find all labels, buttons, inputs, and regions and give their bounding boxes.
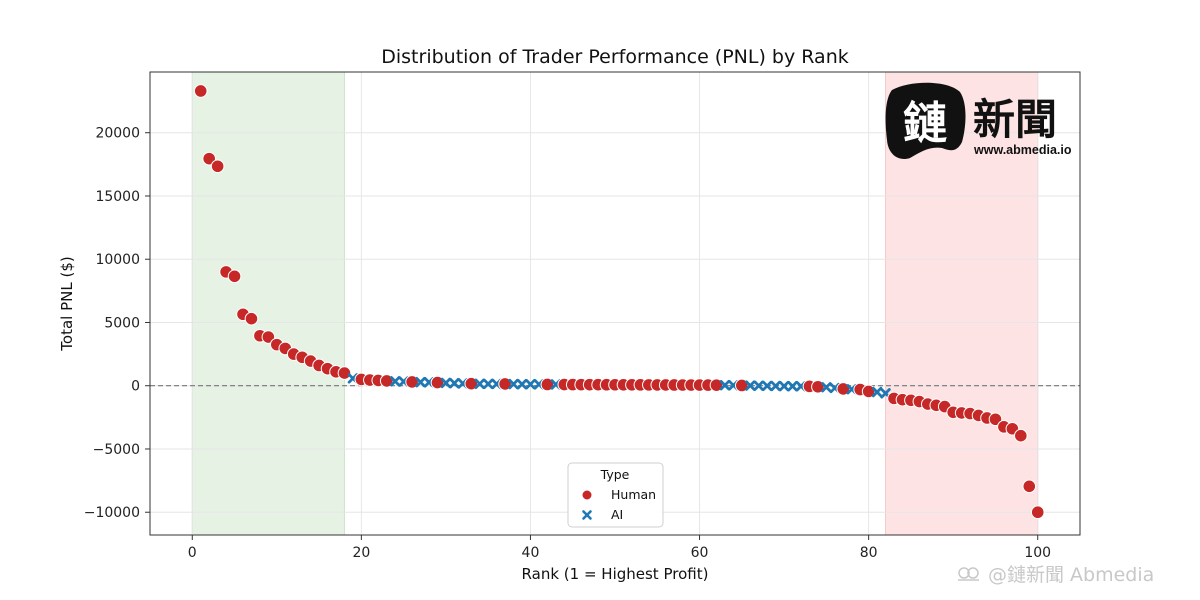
legend: Type Human AI bbox=[567, 462, 664, 528]
logo-blob bbox=[885, 82, 966, 160]
legend-ai-marker bbox=[582, 510, 592, 520]
ai-point bbox=[787, 380, 798, 392]
ai-point bbox=[821, 382, 832, 393]
y-tick-label: 0 bbox=[131, 379, 140, 395]
y-tick-label: −10000 bbox=[84, 505, 140, 521]
ai-point bbox=[474, 378, 485, 390]
legend-human-marker bbox=[581, 489, 593, 501]
y-axis-title: Total PNL ($) bbox=[58, 256, 76, 351]
highlight-bands bbox=[191, 71, 1039, 536]
ai-point bbox=[389, 376, 401, 387]
logo-glyph: 鏈 bbox=[903, 98, 947, 149]
y-tick-label: 20000 bbox=[95, 126, 140, 142]
y-axis-ticks: −10000 −5000 0 5000 10000 15000 20000 bbox=[84, 126, 150, 521]
human-point bbox=[540, 377, 555, 392]
ai-point bbox=[745, 380, 756, 391]
legend-human-label: Human bbox=[611, 487, 656, 502]
human-point bbox=[244, 311, 259, 326]
human-point bbox=[1022, 479, 1037, 494]
ai-point bbox=[871, 386, 883, 398]
human-point bbox=[498, 377, 512, 391]
footer-logo-icon bbox=[958, 567, 979, 581]
ai-point bbox=[778, 380, 790, 392]
logo-text: 新聞 bbox=[973, 95, 1057, 144]
human-point bbox=[210, 159, 225, 174]
ai-point bbox=[440, 377, 452, 389]
x-tick-label: 80 bbox=[860, 545, 878, 561]
ai-point bbox=[508, 378, 519, 390]
y-tick-label: 15000 bbox=[95, 189, 140, 205]
ai-point bbox=[482, 378, 494, 390]
x-tick-label: 40 bbox=[522, 545, 540, 561]
ai-point bbox=[770, 380, 781, 392]
ai-point bbox=[761, 380, 773, 392]
human-point bbox=[988, 412, 1003, 427]
ai-point bbox=[719, 380, 731, 391]
ai-point bbox=[516, 379, 528, 390]
x-tick-label: 60 bbox=[691, 545, 709, 561]
ai-point bbox=[525, 379, 536, 390]
x-tick-label: 0 bbox=[188, 545, 197, 561]
legend-title: Type bbox=[600, 467, 630, 482]
data-points bbox=[193, 84, 1045, 520]
ai-point bbox=[753, 380, 764, 391]
y-tick-label: −5000 bbox=[93, 442, 140, 458]
human-point bbox=[202, 151, 216, 166]
x-tick-label: 100 bbox=[1024, 545, 1051, 561]
legend-box bbox=[567, 462, 664, 528]
x-axis-ticks: 0 20 40 60 80 100 bbox=[188, 535, 1051, 561]
y-tick-label: 10000 bbox=[95, 252, 140, 268]
human-point bbox=[709, 378, 724, 392]
human-point bbox=[193, 84, 208, 98]
y-tick-label: 5000 bbox=[104, 315, 140, 331]
chart-title: Distribution of Trader Performance (PNL)… bbox=[381, 46, 849, 68]
abmedia-logo: 鏈 新聞 www.abmedia.io bbox=[885, 82, 1072, 160]
human-point bbox=[1030, 505, 1045, 520]
human-point bbox=[464, 376, 479, 391]
x-tick-label: 20 bbox=[352, 545, 370, 561]
footer-watermark-text: @鏈新聞 Abmedia bbox=[988, 564, 1154, 586]
legend-ai-label: AI bbox=[611, 507, 623, 522]
human-point bbox=[337, 366, 352, 380]
plot-frame bbox=[149, 71, 1081, 536]
x-axis-title: Rank (1 = Highest Profit) bbox=[522, 565, 709, 583]
logo-url: www.abmedia.io bbox=[973, 143, 1072, 157]
human-point bbox=[261, 330, 276, 344]
human-point bbox=[735, 378, 749, 393]
footer-watermark: @鏈新聞 Abmedia bbox=[958, 564, 1154, 586]
top-performers-band bbox=[191, 71, 345, 536]
ai-point bbox=[449, 377, 460, 389]
human-point bbox=[1014, 428, 1028, 443]
human-point bbox=[227, 269, 242, 284]
ai-point bbox=[415, 376, 426, 388]
